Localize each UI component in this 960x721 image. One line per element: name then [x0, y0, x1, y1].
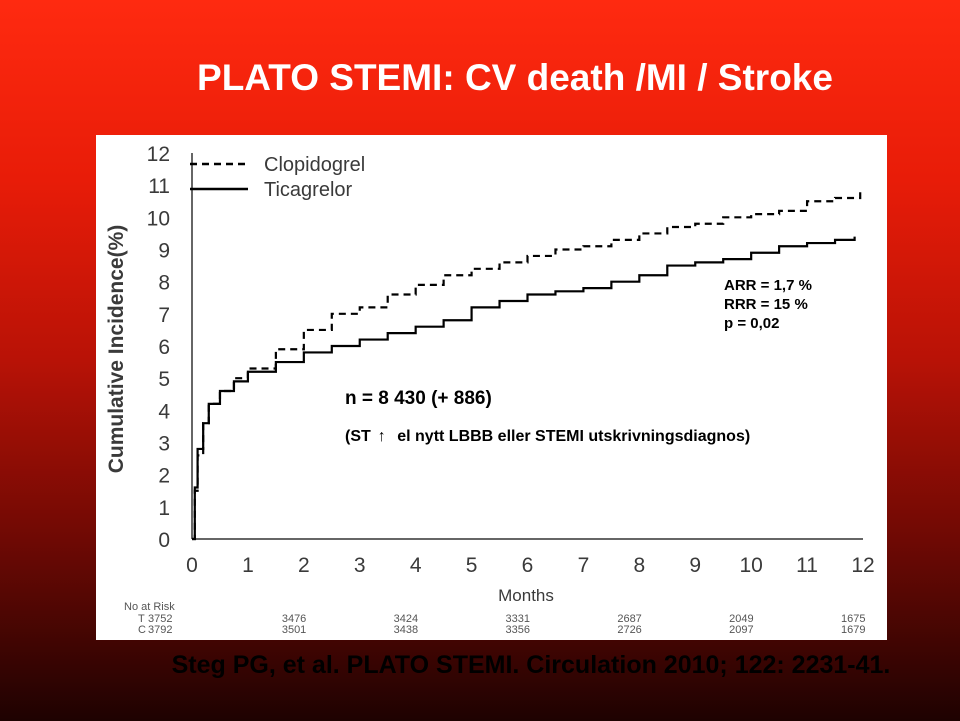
- x-tick-label: 1: [242, 554, 254, 577]
- at-risk-header: No at Risk: [124, 601, 175, 613]
- at-risk-value: 1679: [841, 624, 865, 636]
- population-note: (ST ↑ el nytt LBBB eller STEMI utskrivnin…: [345, 428, 750, 446]
- x-tick-label: 4: [410, 554, 422, 577]
- legend-label-ticagrelor: Ticagrelor: [264, 179, 353, 201]
- stat-arr: ARR = 1,7 %: [724, 277, 812, 294]
- chart-axes: [191, 153, 863, 540]
- y-tick-label: 12: [147, 143, 170, 166]
- at-risk-value: 3331: [506, 613, 530, 625]
- note-suffix: el nytt LBBB eller STEMI utskrivningsdia…: [392, 428, 751, 445]
- x-tick-label: 11: [796, 554, 818, 577]
- up-arrow-icon: ↑: [377, 428, 386, 445]
- y-tick-label: 3: [158, 433, 170, 456]
- chart-legend: Clopidogrel Ticagrelor: [190, 154, 365, 201]
- note-prefix: (ST: [345, 428, 371, 445]
- chart-series: [192, 191, 862, 541]
- at-risk-row-label: T: [138, 613, 145, 625]
- y-tick-label: 11: [148, 175, 170, 198]
- y-tick-label: 1: [158, 497, 170, 520]
- x-axis-label: Months: [498, 586, 554, 605]
- x-tick-label: 2: [298, 554, 310, 577]
- sample-size-text: n = 8 430 (+ 886): [345, 388, 492, 409]
- slide-title: PLATO STEMI: CV death /MI / Stroke: [197, 57, 833, 98]
- y-tick-label: 9: [158, 240, 170, 263]
- at-risk-value: 3501: [282, 624, 306, 636]
- at-risk-value: 2049: [729, 613, 753, 625]
- y-tick-label: 6: [158, 336, 170, 359]
- citation: Steg PG, et al. PLATO STEMI. Circulation…: [171, 651, 891, 679]
- x-tick-label: 6: [522, 554, 534, 577]
- y-tick-label: 0: [158, 529, 170, 552]
- y-tick-label: 2: [158, 465, 170, 488]
- y-axis-label: Cumulative Incidence(%): [105, 225, 128, 474]
- at-risk-value: 3792: [148, 624, 172, 636]
- stats-box: ARR = 1,7 % RRR = 15 % p = 0,02: [724, 276, 812, 333]
- stat-rrr: RRR = 15 %: [724, 296, 808, 313]
- x-ticks: 0 1 2 3 4 5 6 7 8 9 10 11 12: [186, 554, 875, 577]
- at-risk-value: 3752: [148, 613, 172, 625]
- y-tick-label: 4: [158, 400, 170, 423]
- km-chart-panel: 0 1 2 3 4 5 6 7 8 9 10 11 12 0 1 2 3 4 5 6 7 8 9 10 11 12 Clopid…: [96, 135, 887, 640]
- x-tick-label: 10: [739, 554, 762, 577]
- y-tick-label: 7: [158, 304, 170, 327]
- y-tick-label: 5: [158, 368, 170, 391]
- legend-label-clopidogrel: Clopidogrel: [264, 154, 365, 176]
- at-risk-value: 3356: [506, 624, 530, 636]
- series-ticagrelor: [192, 236, 856, 541]
- x-tick-label: 8: [633, 554, 645, 577]
- y-tick-label: 8: [158, 272, 170, 295]
- at-risk-value: 1675: [841, 613, 865, 625]
- at-risk-value: 3438: [394, 624, 418, 636]
- x-tick-label: 9: [689, 554, 701, 577]
- y-tick-label: 10: [147, 207, 170, 230]
- x-tick-label: 7: [578, 554, 590, 577]
- series-clopidogrel: [192, 191, 862, 541]
- at-risk-value: 3476: [282, 613, 306, 625]
- stat-p: p = 0,02: [724, 315, 780, 332]
- x-tick-label: 12: [851, 554, 874, 577]
- at-risk-row-label: C: [138, 624, 146, 636]
- x-tick-label: 0: [186, 554, 198, 577]
- at-risk-value: 2726: [617, 624, 641, 636]
- x-tick-label: 3: [354, 554, 366, 577]
- at-risk-value: 3424: [394, 613, 418, 625]
- at-risk-value: 2687: [617, 613, 641, 625]
- x-tick-label: 5: [466, 554, 478, 577]
- at-risk-value: 2097: [729, 624, 753, 636]
